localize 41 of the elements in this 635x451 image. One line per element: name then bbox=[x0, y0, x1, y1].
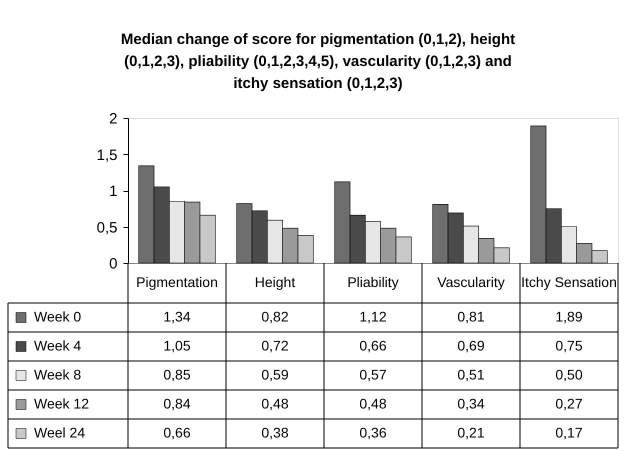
data-label: 0,66 bbox=[359, 338, 387, 354]
legend-label: Weel 24 bbox=[34, 424, 86, 440]
data-label: 0,82 bbox=[261, 308, 289, 324]
data-label: 0,36 bbox=[359, 424, 387, 440]
legend-label: Week 0 bbox=[34, 308, 82, 324]
x-tick-label: Pliability bbox=[347, 274, 399, 290]
x-tick-label: Itchy Sensation bbox=[521, 274, 617, 290]
data-label: 0,69 bbox=[457, 338, 485, 354]
data-label: 0,21 bbox=[457, 424, 485, 440]
data-label: 1,05 bbox=[163, 338, 191, 354]
data-label: 0,75 bbox=[555, 338, 583, 354]
data-label: 0,34 bbox=[457, 396, 485, 412]
data-label: 1,12 bbox=[359, 308, 387, 324]
x-tick-label: Height bbox=[254, 274, 296, 290]
data-label: 0,59 bbox=[261, 366, 289, 382]
y-tick-label: 1,5 bbox=[96, 146, 118, 164]
data-label: 0,51 bbox=[457, 366, 485, 382]
y-tick-label: 2 bbox=[109, 110, 118, 128]
x-tick-label: Pigmentation bbox=[136, 274, 218, 290]
data-label: 0,17 bbox=[555, 424, 583, 440]
data-label: 0,57 bbox=[359, 366, 387, 382]
data-label: 0,84 bbox=[163, 396, 191, 412]
data-label: 0,72 bbox=[261, 338, 289, 354]
data-label: 0,38 bbox=[261, 424, 289, 440]
y-tick-label: 0 bbox=[109, 256, 118, 272]
data-label: 0,85 bbox=[163, 366, 191, 382]
legend-label: Week 4 bbox=[34, 338, 82, 354]
y-tick-label: 1 bbox=[109, 183, 118, 200]
data-label: 0,81 bbox=[457, 308, 485, 324]
data-label: 1,34 bbox=[163, 308, 191, 324]
data-label: 1,89 bbox=[555, 308, 583, 324]
data-label: 0,50 bbox=[555, 366, 583, 382]
legend-label: Week 12 bbox=[34, 396, 90, 412]
data-label: 0,66 bbox=[163, 424, 191, 440]
x-tick-label: Vascularity bbox=[437, 274, 505, 290]
legend-label: Week 8 bbox=[34, 366, 82, 382]
data-label: 0,48 bbox=[261, 396, 289, 412]
chart-title: Median change of score for pigmentation (0,1,2), height (0,1,2,3), pliability (0,1,2,3,4,5), vascularity (0,1,2,3) and itchy sensation (0,1,2,3) bbox=[120, 31, 516, 92]
data-label: 0,48 bbox=[359, 396, 387, 412]
data-label: 0,27 bbox=[555, 396, 583, 412]
y-tick-label: 0,5 bbox=[96, 219, 118, 236]
